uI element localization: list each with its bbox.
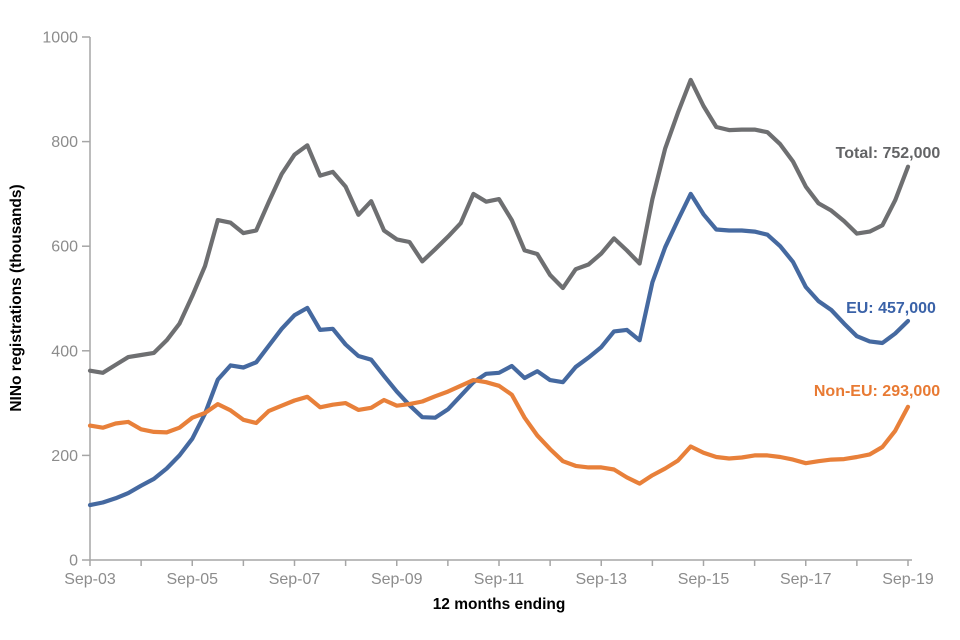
x-tick-label: Sep-09 — [371, 571, 423, 588]
x-tick-label: Sep-05 — [166, 571, 218, 588]
y-tick-label: 200 — [51, 448, 78, 465]
line-eu — [87, 191, 911, 508]
y-tick-label: 600 — [51, 239, 78, 256]
y-tick-label: 800 — [51, 134, 78, 151]
y-tick-label: 0 — [69, 553, 78, 570]
x-tick-label: Sep-07 — [269, 571, 321, 588]
x-tick-label: Sep-19 — [882, 571, 934, 588]
x-tick-label: Sep-15 — [678, 571, 730, 588]
label-eu: EU: 457,000 — [846, 300, 936, 317]
x-axis-title: 12 months ending — [433, 596, 566, 613]
x-tick-label: Sep-17 — [780, 571, 832, 588]
x-tick-label: Sep-11 — [474, 571, 525, 588]
label-non-eu: Non-EU: 293,000 — [814, 383, 940, 400]
line-total — [87, 77, 911, 375]
y-tick-label: 400 — [51, 343, 78, 360]
axes: 0 200 400 600 800 1000 Sep-03 Sep-05 Sep-07 Sep-0… — [42, 30, 933, 589]
axis-lines — [89, 37, 912, 561]
line-non-eu — [87, 378, 911, 486]
data-lines — [87, 77, 911, 508]
x-tick-label: Sep-03 — [64, 571, 116, 588]
y-tick-label: 1000 — [42, 30, 78, 47]
x-tick-label: Sep-13 — [575, 571, 627, 588]
series-labels: Total: 752,000 EU: 457,000 Non-EU: 293,000 — [814, 145, 941, 400]
label-total: Total: 752,000 — [836, 145, 941, 162]
y-axis-title: NINo registrations (thousands) — [8, 184, 25, 411]
